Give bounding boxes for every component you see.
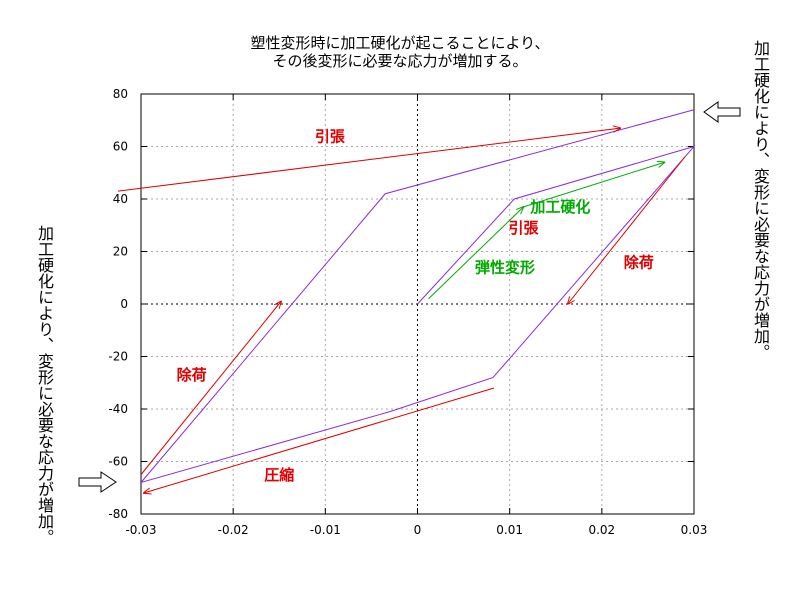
y-tick-label: 20: [113, 245, 128, 259]
red-arrow: [140, 301, 281, 475]
red-arrow: [117, 128, 620, 192]
x-tick-label: 0: [414, 523, 422, 537]
y-tick-label: -80: [108, 507, 128, 521]
left-hollow-arrow: [78, 471, 117, 493]
red-arrow: [144, 387, 495, 493]
x-tick-label: -0.01: [310, 523, 341, 537]
chart-title-line1: 塑性変形時に加工硬化が起こることにより、: [250, 34, 550, 52]
x-tick-label: 0.03: [681, 523, 708, 537]
annotation-label: 加工硬化: [529, 198, 590, 216]
chart-title-line2: その後変形に必要な応力が増加する。: [272, 52, 528, 70]
annotation-label: 除荷: [624, 253, 654, 271]
y-tick-label: 40: [113, 192, 128, 206]
y-tick-label: -40: [108, 402, 128, 416]
annotation-label: 除荷: [177, 366, 207, 384]
annotation-label: 圧縮: [264, 466, 294, 484]
x-tick-label: -0.03: [125, 523, 156, 537]
stress-strain-curve: [139, 109, 696, 484]
annotation-label: 引張: [508, 219, 539, 237]
y-tick-label: 60: [113, 140, 128, 154]
annotation-label: 引張: [315, 127, 346, 145]
y-tick-label: 0: [120, 297, 128, 311]
y-tick-label: -60: [108, 455, 128, 469]
red-arrow: [568, 156, 686, 304]
axes: -0.03 -0.02 -0.01 0 0.01 0.02 0.03 -80 -60 -40 -20…: [108, 87, 707, 537]
y-tick-label: -20: [108, 350, 128, 364]
y-tick-label: 80: [113, 87, 128, 101]
green-arrow: [428, 207, 524, 300]
right-side-note: 加工硬化により、変形に必要な応力が増加。: [751, 40, 770, 360]
annotation-label: 弾性変形: [475, 259, 535, 277]
series-layer: [139, 109, 696, 484]
x-tick-label: 0.01: [496, 523, 523, 537]
x-tick-label: 0.02: [588, 523, 615, 537]
arrow-layer: [117, 128, 686, 493]
left-side-note: 加工硬化により、変形に必要な応力が増加。: [35, 225, 54, 545]
side-arrow-layer: [78, 101, 741, 493]
right-hollow-arrow: [703, 101, 741, 123]
x-tick-label: -0.02: [218, 523, 249, 537]
green-arrow: [523, 162, 664, 208]
